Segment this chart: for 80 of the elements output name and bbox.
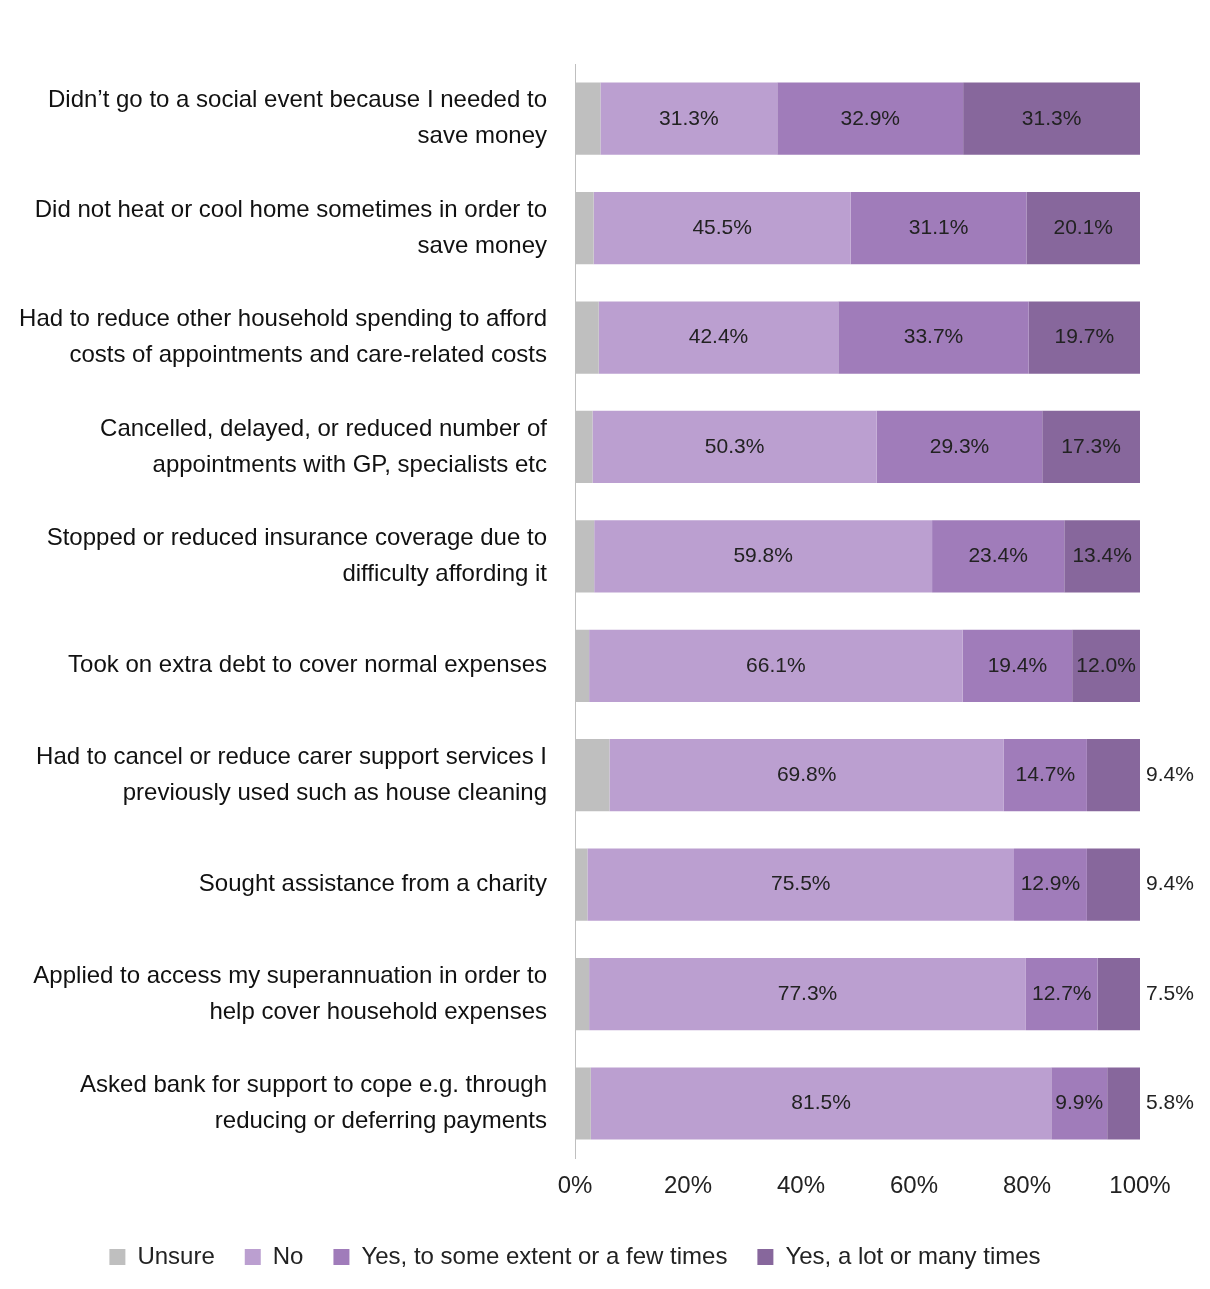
data-label: 81.5% (791, 1090, 851, 1114)
bar (1072, 629, 1140, 702)
y-tick-label: Had to reduce other household spending to afford costs of appointments and care-related costs (19, 304, 547, 368)
bar (1025, 957, 1098, 1031)
bar (962, 629, 1073, 702)
data-label: 29.3% (929, 433, 990, 457)
y-tick-label: Cancelled, delayed, or reduced number of appointments with GP, specialists etc (100, 413, 548, 477)
bar (1086, 739, 1140, 812)
y-tick-label: Did not heat or cool home sometimes in order to save money (34, 194, 547, 258)
data-label: 14.7% (1015, 762, 1076, 786)
data-label: 23.4% (968, 543, 1028, 567)
bar (1003, 739, 1087, 812)
bar (1097, 957, 1140, 1031)
y-tick-label: Didn’t go to a social event because I needed to save money (47, 85, 547, 149)
data-label: 9.9% (1055, 1090, 1104, 1114)
x-tick-label: 60% (889, 1171, 939, 1199)
data-label: 19.4% (987, 652, 1048, 676)
data-label: 69.8% (776, 762, 837, 786)
data-label: 12.9% (1020, 871, 1081, 895)
bar (589, 629, 963, 702)
legend-label: Yes, to some extent or a few times (361, 1241, 728, 1269)
bar (963, 82, 1140, 155)
data-label: 32.9% (840, 105, 900, 129)
bar (587, 848, 1015, 921)
data-label: 5.8% (1146, 1090, 1194, 1114)
bar (594, 520, 933, 593)
y-tick-label: Took on extra debt to cover normal expenses (68, 650, 547, 678)
y-tick-label: Asked bank for support to cope e.g. through reducing or deferring payments (80, 1070, 547, 1134)
data-label: 31.1% (908, 214, 969, 238)
bar (1026, 192, 1140, 265)
bar (1028, 301, 1140, 374)
data-label: 77.3% (777, 980, 838, 1004)
bar (589, 957, 1026, 1031)
bar (1042, 410, 1140, 484)
data-label: 42.4% (688, 324, 749, 348)
x-tick-label: 0% (557, 1171, 593, 1199)
data-label: 12.0% (1076, 652, 1136, 676)
bar (1064, 520, 1140, 593)
x-tick-label: 80% (1002, 1171, 1052, 1199)
legend-label: Unsure (137, 1241, 215, 1269)
bar (850, 192, 1027, 265)
data-label: 45.5% (692, 214, 752, 238)
bar (876, 410, 1043, 484)
x-tick-label: 40% (776, 1171, 826, 1199)
y-tick-label: Had to cancel or reduce carer support services I previously used such as house cleaning (36, 741, 547, 805)
data-label: 50.3% (704, 433, 765, 457)
data-label: 31.3% (659, 105, 719, 129)
data-label: 33.7% (903, 324, 964, 348)
data-label: 59.8% (733, 543, 793, 567)
bar (593, 192, 851, 265)
data-label: 13.4% (1072, 543, 1132, 567)
bar (1014, 848, 1087, 921)
data-label: 75.5% (770, 871, 831, 895)
bar (590, 1067, 1052, 1140)
bar (592, 410, 877, 484)
x-tick-label: 100% (1109, 1171, 1171, 1199)
bar (1107, 1067, 1140, 1140)
data-label: 17.3% (1061, 433, 1121, 457)
x-tick-label: 20% (663, 1171, 713, 1199)
data-label: 20.1% (1053, 214, 1113, 238)
data-label: 12.7% (1031, 980, 1092, 1004)
data-label: 19.7% (1054, 324, 1115, 348)
bar (932, 520, 1065, 593)
bar (777, 82, 964, 155)
bar (1051, 1067, 1108, 1140)
data-label: 66.1% (746, 652, 806, 676)
y-tick-label: Stopped or reduced insurance coverage due to difficulty affording it (46, 523, 548, 587)
bar (838, 301, 1029, 374)
y-tick-label: Applied to access my superannuation in order to help cover household expenses (33, 960, 547, 1024)
legend-label: No (272, 1241, 304, 1269)
bar (609, 739, 1004, 812)
y-tick-label: Sought assistance from a charity (198, 869, 547, 897)
bar (598, 301, 839, 374)
bar (1086, 848, 1140, 921)
legend-label: Yes, a lot or many times (785, 1241, 1041, 1269)
data-label: 7.5% (1146, 980, 1194, 1004)
data-label: 9.4% (1146, 871, 1194, 895)
bar (600, 82, 778, 155)
data-label: 31.3% (1021, 105, 1082, 129)
data-label: 9.4% (1146, 762, 1194, 786)
